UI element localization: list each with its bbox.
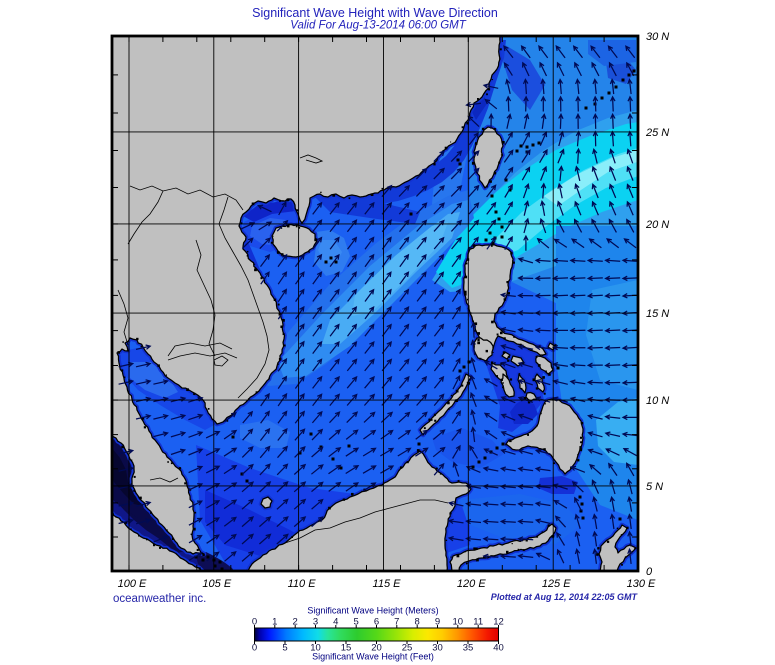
svg-text:11: 11 [473,617,483,628]
svg-text:30: 30 [432,643,443,654]
svg-text:9: 9 [435,617,440,628]
svg-text:25 N: 25 N [645,127,669,139]
svg-text:10: 10 [453,617,464,628]
svg-text:10 N: 10 N [646,395,669,407]
svg-text:Plotted at Aug 12, 2014 22:05: Plotted at Aug 12, 2014 22:05 GMT [491,592,639,602]
svg-text:oceanweather inc.: oceanweather inc. [113,593,206,605]
svg-text:0: 0 [252,617,257,628]
svg-text:6: 6 [374,617,379,628]
svg-text:10: 10 [310,643,321,654]
svg-text:12: 12 [493,617,504,628]
svg-text:0: 0 [252,643,257,654]
svg-text:Valid For Aug-13-2014 06:00 GM: Valid For Aug-13-2014 06:00 GMT [290,20,467,32]
svg-text:115 E: 115 E [373,578,402,590]
svg-text:120 E: 120 E [457,578,486,590]
svg-text:35: 35 [463,643,474,654]
svg-text:30 N: 30 N [646,31,669,43]
svg-text:15 N: 15 N [646,308,669,320]
svg-text:1: 1 [272,617,277,628]
svg-text:2: 2 [293,617,298,628]
svg-text:105 E: 105 E [202,578,231,590]
svg-text:5: 5 [282,643,287,654]
svg-text:3: 3 [313,617,318,628]
svg-text:5: 5 [354,617,359,628]
svg-text:130 E: 130 E [627,578,656,590]
svg-text:Significant Wave Height with W: Significant Wave Height with Wave Direct… [252,6,498,20]
svg-text:125 E: 125 E [542,578,571,590]
svg-text:25: 25 [402,643,413,654]
svg-text:5 N: 5 N [646,481,663,493]
svg-text:0: 0 [646,566,653,578]
svg-text:8: 8 [415,617,420,628]
svg-text:110 E: 110 E [288,578,317,590]
svg-text:4: 4 [333,617,338,628]
svg-text:40: 40 [493,643,504,654]
svg-text:Significant Wave Height (Meter: Significant Wave Height (Meters) [307,606,438,616]
svg-text:7: 7 [394,617,399,628]
svg-text:Significant Wave Height (Feet): Significant Wave Height (Feet) [312,652,434,662]
svg-text:20 N: 20 N [645,219,669,231]
svg-text:100 E: 100 E [118,578,147,590]
svg-text:15: 15 [341,643,352,654]
svg-text:20: 20 [371,643,382,654]
